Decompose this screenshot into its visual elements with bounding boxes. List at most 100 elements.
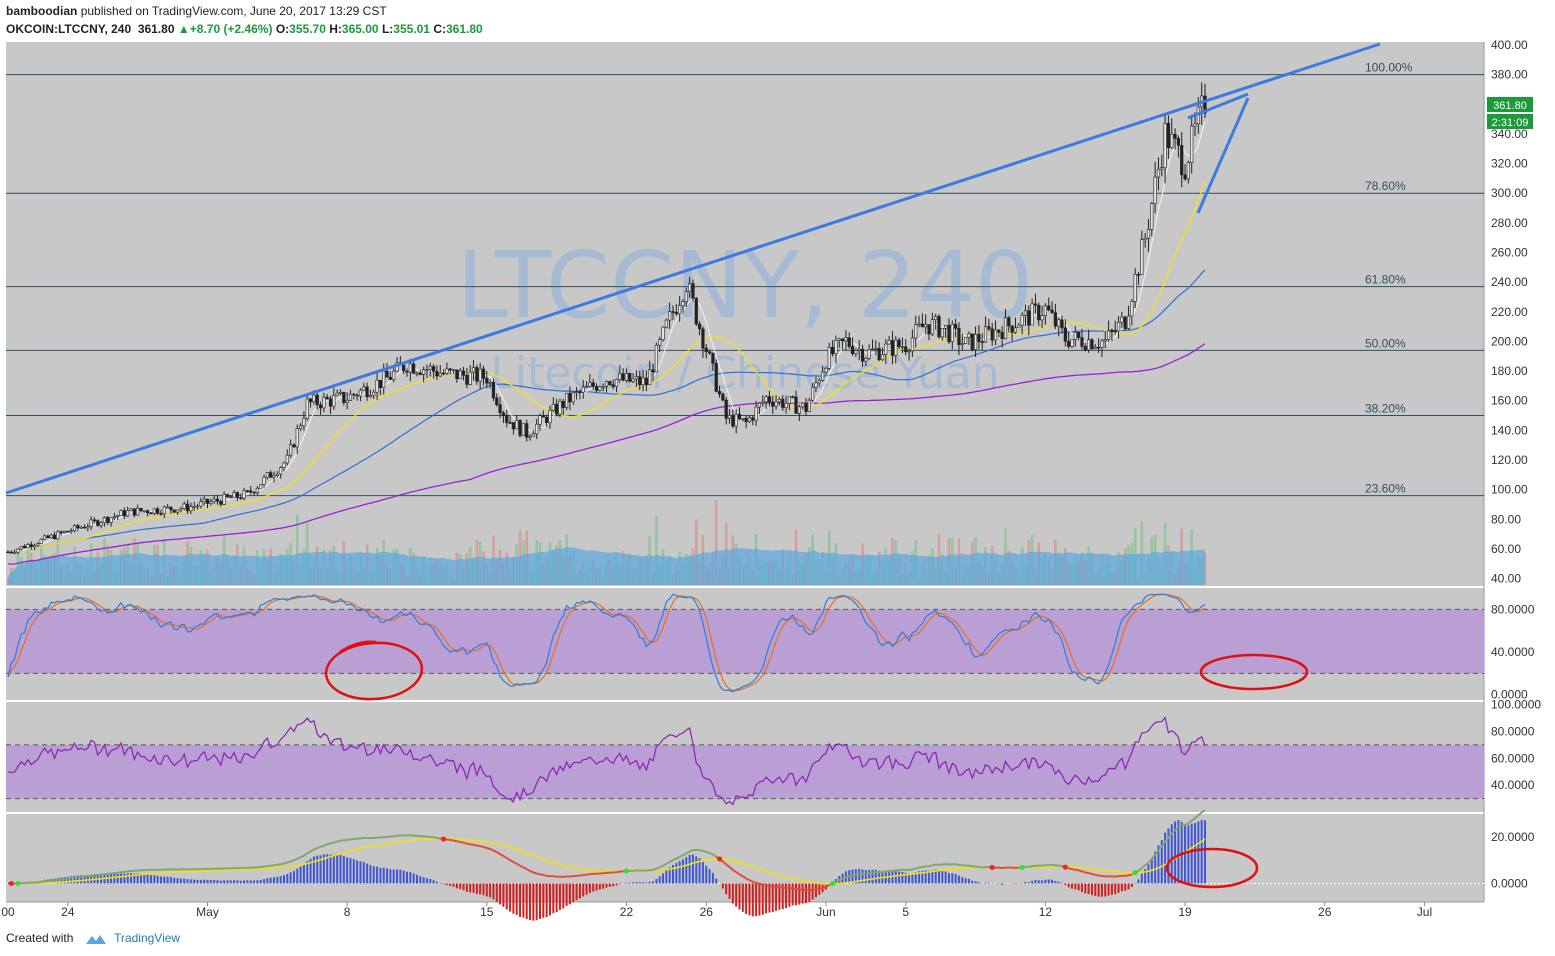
macd-histogram-bar: [153, 875, 156, 884]
macd-cross-dot: [830, 881, 836, 887]
candle-body: [1027, 310, 1031, 326]
candle-body: [568, 392, 572, 403]
candle-body: [69, 530, 73, 533]
macd-histogram-bar: [638, 882, 641, 884]
candle-body: [717, 391, 722, 395]
macd-histogram-bar: [302, 864, 305, 884]
candle-body: [531, 433, 535, 437]
stochastic-oversold-circle-2[interactable]: [1199, 653, 1309, 691]
macd-histogram-bar: [409, 872, 412, 884]
macd-line-segment: [1160, 840, 1166, 848]
macd-line-segment: [885, 869, 890, 873]
candle-body: [1050, 309, 1054, 313]
macd-histogram-bar: [947, 873, 950, 884]
macd-histogram-bar: [289, 872, 292, 884]
candle-body: [451, 369, 456, 372]
macd-histogram-bar: [655, 878, 658, 884]
macd-histogram-bar: [705, 865, 708, 884]
candle-body: [348, 393, 353, 401]
candle-body: [269, 472, 273, 478]
macd-histogram-bar: [266, 878, 269, 884]
macd-histogram-bar: [711, 872, 714, 884]
macd-histogram-bar: [931, 870, 934, 884]
macd-histogram-bar: [425, 878, 428, 884]
candle-body: [1063, 327, 1067, 342]
price-axis[interactable]: 40.00 60.00 80.00 100.00 120.00 140.00 160.00 1…: [1491, 40, 1528, 586]
macd-histogram-bar: [814, 883, 817, 898]
macd-histogram-bar: [911, 873, 914, 884]
macd-histogram-bar: [216, 880, 219, 884]
candle-body: [1153, 176, 1157, 204]
price-tick-label: 240.00: [1491, 275, 1528, 289]
macd-histogram-bar: [1047, 879, 1050, 884]
candle-body: [584, 386, 589, 388]
macd-histogram-bar: [502, 883, 505, 907]
macd-histogram-bar: [1117, 883, 1120, 893]
macd-histogram-bar: [515, 883, 518, 915]
macd-line-segment: [842, 876, 847, 880]
macd-histogram-bar: [525, 883, 528, 920]
candle-body: [1080, 337, 1084, 347]
rsi-band: [6, 744, 1484, 799]
candle-body: [897, 339, 901, 348]
macd-histogram-bar: [891, 871, 894, 884]
macd-histogram-bar: [898, 871, 901, 884]
candle-body: [538, 415, 542, 425]
wedge-lower-line[interactable]: [1196, 97, 1250, 214]
candle-body: [6, 551, 10, 554]
candle-body: [1047, 305, 1051, 311]
candle-body: [109, 517, 113, 523]
candle-body: [1033, 303, 1038, 306]
macd-histogram-bar: [445, 883, 448, 886]
candle-body: [1183, 174, 1187, 180]
candle-body: [199, 501, 203, 507]
time-tick-label: 26: [1318, 905, 1332, 919]
candle-body: [402, 364, 406, 372]
macd-line-segment: [290, 859, 295, 863]
candle-body: [681, 301, 685, 306]
macd-histogram-bar: [76, 875, 79, 884]
candle-body: [561, 401, 565, 408]
macd-histogram-bar: [1147, 864, 1150, 884]
fibonacci-levels[interactable]: 100.00% 78.60% 61.80% 50.00% 38.20% 23.60%: [6, 61, 1484, 497]
candle-body: [39, 538, 43, 544]
author-name[interactable]: bamboodian: [6, 4, 78, 18]
candle-body: [930, 319, 934, 335]
macd-histogram-bar: [140, 873, 142, 884]
candle-body: [328, 398, 333, 407]
macd-histogram-bar: [735, 883, 738, 907]
macd-histogram-bar: [492, 883, 495, 900]
close-value: 361.80: [445, 22, 483, 36]
macd-line-segment: [819, 886, 823, 890]
wedge-upper-line[interactable]: [1187, 92, 1249, 120]
tradingview-link[interactable]: TradingView: [114, 931, 181, 945]
ascending-trendline[interactable]: [5, 42, 1381, 495]
chart-canvas[interactable]: LTCCNY, 240 Litecoin / Chinese Yuan 100.…: [0, 40, 1555, 925]
macd-histogram-circle[interactable]: [1165, 847, 1259, 889]
candle-body: [1093, 346, 1097, 349]
candle-body: [225, 494, 230, 498]
macd-panel[interactable]: [6, 814, 1484, 902]
candle-body: [1077, 332, 1081, 338]
macd-histogram-bar: [721, 883, 724, 889]
macd-histogram-bar: [442, 883, 445, 885]
candle-body: [854, 350, 858, 354]
macd-histogram-bar: [652, 881, 655, 884]
time-axis[interactable]: 24 May 8 15 22 26 Jun 5 12 19 26 Jul: [61, 902, 1432, 919]
macd-line-segment: [759, 882, 763, 886]
macd-histogram-bar: [765, 883, 768, 914]
time-tick-label: 22: [620, 905, 634, 919]
candle-body: [1057, 319, 1061, 327]
macd-histogram-bar: [1197, 821, 1200, 884]
candle-body: [850, 346, 855, 354]
candle-body: [481, 368, 486, 379]
candle-body: [156, 508, 160, 514]
macd-line-segment: [450, 838, 454, 842]
candlestick-series[interactable]: [6, 82, 1207, 555]
macd-histogram-bar: [1100, 883, 1103, 897]
macd-line-segment: [779, 886, 783, 889]
candle-body: [791, 396, 795, 399]
stochastic-oversold-circle-1[interactable]: [324, 640, 424, 703]
macd-line-segment: [286, 860, 291, 864]
candle-body: [1067, 340, 1071, 347]
